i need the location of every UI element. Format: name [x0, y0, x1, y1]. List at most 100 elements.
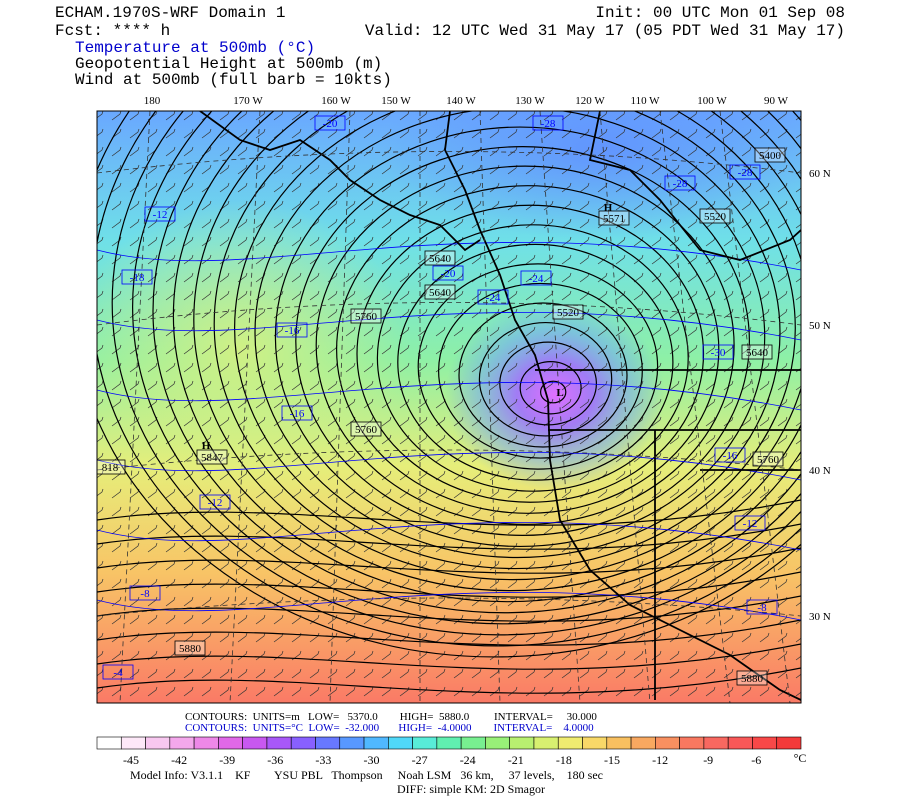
contour-label: -12 [743, 518, 758, 530]
label-box [741, 344, 773, 360]
colorbar-swatch [315, 736, 341, 750]
contour-label: 5640 [429, 287, 452, 299]
contour [234, 111, 796, 570]
colorbar-swatch [557, 736, 583, 750]
contour-label: -12 [153, 209, 168, 221]
colorbar-label: -45 [123, 753, 139, 767]
coastlines [199, 111, 801, 701]
contour [152, 111, 801, 614]
colorbar-label: -18 [556, 753, 572, 767]
contour [356, 204, 705, 503]
header: ECHAM.1970S-WRF Domain 1 Init: 00 UTC Mon… [55, 4, 845, 89]
temp-contour-info: CONTOURS: UNITS=°C LOW= -32.000 HIGH= -4… [185, 722, 594, 734]
latitude-label: 40 N [809, 465, 831, 477]
colorbar-swatch [752, 736, 778, 750]
longitude-label: 100 W [697, 95, 727, 107]
colorbar-label: -42 [171, 753, 187, 767]
contour [132, 111, 801, 625]
label-box [664, 175, 696, 191]
contour-label: 5520 [704, 211, 727, 223]
colorbar-label: -9 [703, 753, 713, 767]
colorbar-label: -24 [460, 753, 476, 767]
contour [97, 547, 801, 574]
contour [97, 523, 801, 550]
colorbar-label: -27 [412, 753, 428, 767]
colorbar-swatch [120, 736, 146, 750]
contour-label: -24 [529, 273, 544, 285]
label-box [97, 459, 126, 475]
label-box [702, 344, 734, 360]
colorbar-label: -15 [604, 753, 620, 767]
init-time: Init: 00 UTC Mon 01 Sep 08 [595, 4, 845, 22]
temp-contour [97, 312, 801, 341]
temp-contour [97, 592, 801, 621]
contour [97, 667, 801, 694]
contour-label: -8 [757, 602, 767, 614]
colorbar-swatch [412, 736, 438, 750]
contour-label: H [604, 202, 613, 214]
height-contours [97, 111, 801, 694]
label-box [121, 269, 153, 285]
colorbar-unit: °C [794, 751, 807, 765]
label-box [196, 449, 228, 465]
latitude-label: 30 N [809, 611, 831, 623]
label-box [174, 640, 206, 656]
temp-contour [97, 452, 801, 481]
label-box [754, 147, 786, 163]
label-box [102, 664, 134, 680]
colorbar: -45 -42 -39 -36 -33 -30 -27 -24 -21 -18 -15 -12 -9 -6… [96, 736, 807, 767]
label-box [552, 304, 584, 320]
diff-info: DIFF: simple KM: 2D Smagor [397, 782, 545, 796]
colorbar-label: -30 [364, 753, 380, 767]
contour [172, 111, 801, 603]
footer: CONTOURS: UNITS=m LOW= 5370.0 HIGH= 5880… [130, 711, 603, 796]
contour-label: -16 [723, 450, 738, 462]
colorbar-swatch [509, 736, 535, 750]
contour [97, 643, 801, 670]
valid-time: Valid: 12 UTC Wed 31 May 17 (05 PDT Wed … [365, 22, 845, 40]
contour-label: -8 [140, 588, 150, 600]
forecast-hour: Fcst: **** h [55, 22, 170, 40]
contour-label: -24 [486, 292, 501, 304]
contour-label: 5520 [557, 307, 580, 319]
label-box [736, 670, 768, 686]
colorbar-label: -39 [219, 753, 235, 767]
contour [478, 321, 613, 437]
wind-barbs [97, 111, 801, 703]
colorbar-swatch [145, 736, 171, 750]
temp-contour [97, 242, 801, 271]
contour [97, 499, 801, 526]
contour [97, 111, 801, 647]
label-box [729, 164, 761, 180]
contour-label: 5760 [355, 311, 378, 323]
colorbar-swatch [703, 736, 729, 750]
title: ECHAM.1970S-WRF Domain 1 [55, 4, 285, 22]
latitude-label: 60 N [809, 168, 831, 180]
contour-label: L [556, 387, 563, 399]
contour-label: 5760 [355, 424, 378, 436]
label-box [699, 208, 731, 224]
colorbar-label: -6 [751, 753, 761, 767]
colorbar-swatch [460, 736, 486, 750]
label-box [350, 421, 382, 437]
contour [274, 126, 766, 548]
colorbar-swatch [242, 736, 268, 750]
contour [97, 619, 801, 646]
colorbar-label: -33 [315, 753, 331, 767]
label-box [424, 250, 456, 266]
label-box [129, 585, 161, 601]
contour [193, 111, 801, 592]
label-box [734, 515, 766, 531]
contour [417, 263, 659, 470]
label-box [276, 322, 308, 338]
colorbar-swatch [339, 736, 365, 750]
contour [295, 146, 750, 536]
label-box [314, 115, 346, 131]
contour-label: 5640 [746, 347, 769, 359]
colorbar-swatch [169, 736, 195, 750]
longitude-label: 150 W [381, 95, 411, 107]
label-box [144, 206, 176, 222]
label-box [281, 405, 313, 421]
